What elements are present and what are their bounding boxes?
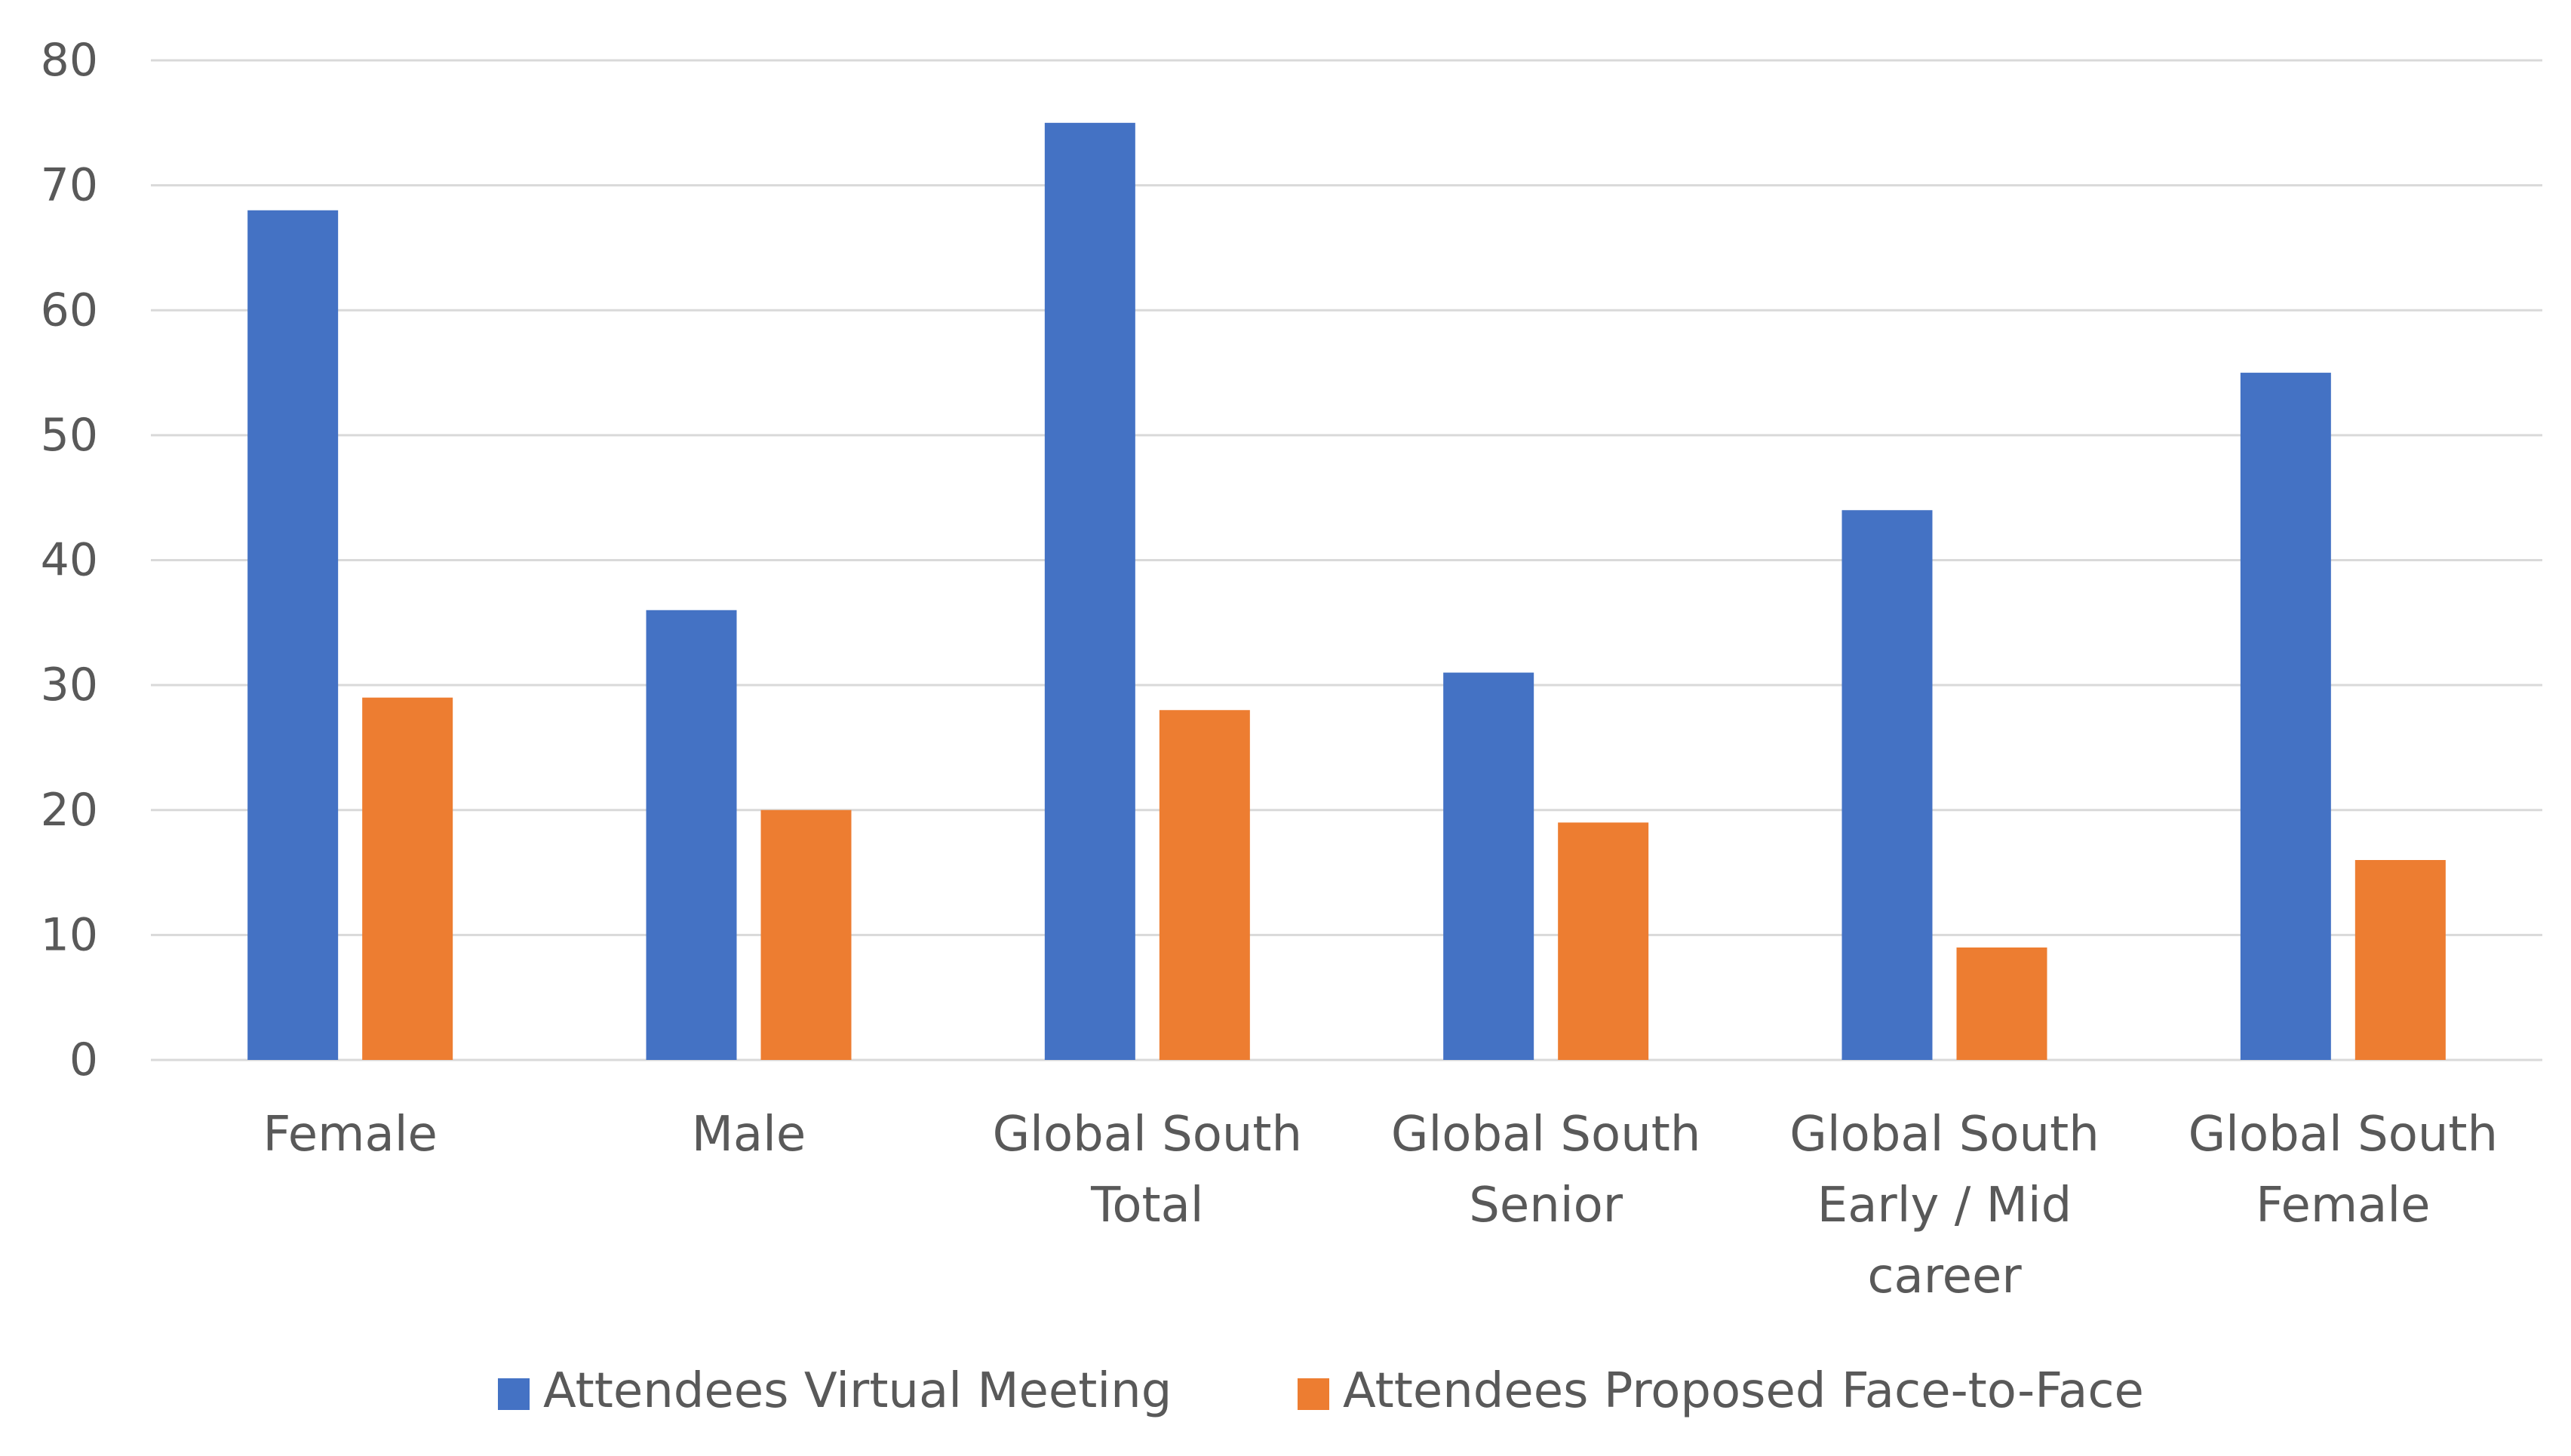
y-tick-label: 0 — [69, 1034, 98, 1086]
x-axis-category-labels: Female Male Global South Total Global South S… — [263, 1107, 2498, 1304]
bar-virtual-5 — [2240, 373, 2331, 1060]
bar-face-to-face-5 — [2354, 860, 2446, 1060]
y-tick-label: 60 — [41, 284, 98, 336]
x-category-label: Global South Total — [993, 1107, 1303, 1233]
y-tick-label: 20 — [41, 784, 98, 837]
bar-virtual-0 — [247, 210, 339, 1060]
gridlines — [151, 59, 2542, 1061]
bar-virtual-1 — [646, 610, 737, 1060]
bar-face-to-face-4 — [1956, 947, 2047, 1060]
bar-face-to-face-0 — [362, 697, 453, 1060]
y-tick-label: 50 — [41, 409, 98, 462]
x-category-label: Global South Female — [2189, 1107, 2499, 1233]
bar-face-to-face-1 — [760, 809, 852, 1060]
y-tick-label: 10 — [41, 908, 98, 961]
legend: Attendees Virtual Meeting Attendees Propo… — [498, 1363, 2144, 1419]
bar-face-to-face-2 — [1159, 710, 1250, 1060]
bar-virtual-2 — [1044, 122, 1135, 1060]
y-tick-label: 80 — [41, 34, 98, 87]
y-axis-tick-labels: 0 10 20 30 40 50 60 70 80 — [41, 34, 98, 1086]
legend-label-1: Attendees Proposed Face-to-Face — [1343, 1363, 2144, 1419]
x-category-label: Male — [692, 1107, 806, 1163]
bars — [247, 122, 2446, 1060]
y-tick-label: 30 — [41, 659, 98, 711]
legend-label-0: Attendees Virtual Meeting — [543, 1363, 1172, 1419]
y-tick-label: 70 — [41, 159, 98, 212]
bar-virtual-3 — [1443, 672, 1534, 1060]
legend-swatch-0 — [498, 1378, 530, 1410]
x-category-label: Global South Early / Mid career — [1789, 1107, 2099, 1304]
x-category-label: Global South Senior — [1391, 1107, 1701, 1233]
legend-swatch-1 — [1298, 1378, 1329, 1410]
bar-face-to-face-3 — [1558, 822, 1649, 1060]
y-tick-label: 40 — [41, 534, 98, 587]
x-category-label: Female — [263, 1107, 437, 1163]
bar-virtual-4 — [1841, 510, 1933, 1060]
